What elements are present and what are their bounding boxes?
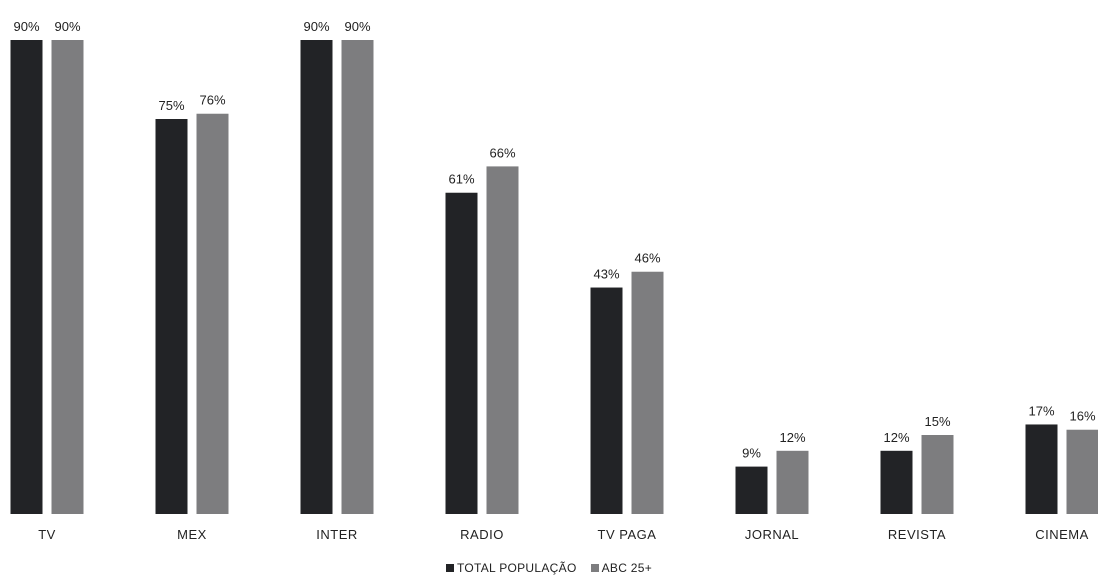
value-label-mex-abc-25: 76%: [199, 93, 225, 108]
bar-radio-abc-25: [486, 166, 519, 514]
value-label-cinema-total-populacao: 17%: [1028, 403, 1054, 418]
value-label-tv-paga-abc-25: 46%: [634, 251, 660, 266]
value-labels-group: 90% 90% 75% 76% 90% 90% 61% 66% 43% 46% 9% 12% 12% 15…: [13, 19, 1095, 461]
legend-swatch-abc-25: [590, 563, 599, 572]
category-label-inter: INTER: [316, 527, 358, 542]
value-label-mex-total-populacao: 75%: [158, 98, 184, 113]
value-label-tv-abc-25: 90%: [54, 19, 80, 34]
bar-revista-total-populacao: [880, 450, 913, 514]
value-label-revista-abc-25: 15%: [924, 414, 950, 429]
value-label-jornal-abc-25: 12%: [779, 430, 805, 445]
bar-revista-abc-25: [921, 435, 954, 514]
bar-cinema-total-populacao: [1025, 424, 1058, 514]
legend-item-total-populacao: TOTAL POPULAÇÃO: [445, 560, 577, 575]
bar-tv-abc-25: [51, 40, 84, 514]
bar-jornal-total-populacao: [735, 466, 768, 514]
category-label-tv: TV: [38, 527, 56, 542]
value-label-radio-abc-25: 66%: [489, 145, 515, 160]
value-label-revista-total-populacao: 12%: [883, 430, 909, 445]
category-labels-group: TV MEX INTER RADIO TV PAGA JORNAL REVISTA CINEM…: [38, 527, 1089, 542]
value-label-tv-total-populacao: 90%: [13, 19, 39, 34]
value-label-tv-paga-total-populacao: 43%: [593, 267, 619, 282]
category-label-tv-paga: TV PAGA: [598, 527, 657, 542]
legend-swatch-total-populacao: [445, 563, 454, 572]
bar-tv-paga-abc-25: [631, 271, 664, 514]
value-label-inter-total-populacao: 90%: [303, 19, 329, 34]
category-label-revista: REVISTA: [888, 527, 946, 542]
category-label-jornal: JORNAL: [745, 527, 799, 542]
category-label-radio: RADIO: [460, 527, 504, 542]
legend-label-total-populacao: TOTAL POPULAÇÃO: [456, 560, 577, 575]
value-label-radio-total-populacao: 61%: [448, 172, 474, 187]
bars-group: [10, 40, 1098, 514]
value-label-inter-abc-25: 90%: [344, 19, 370, 34]
legend-label-abc-25: ABC 25+: [601, 560, 653, 575]
legend: TOTAL POPULAÇÃO ABC 25+: [0, 560, 1098, 575]
bar-tv-total-populacao: [10, 40, 43, 514]
bar-inter-total-populacao: [300, 40, 333, 514]
bar-radio-total-populacao: [445, 192, 478, 514]
bar-mex-abc-25: [196, 113, 229, 514]
legend-item-abc-25: ABC 25+: [590, 560, 653, 575]
bar-cinema-abc-25: [1066, 429, 1098, 514]
bar-inter-abc-25: [341, 40, 374, 514]
category-label-mex: MEX: [177, 527, 207, 542]
bar-jornal-abc-25: [776, 450, 809, 514]
bar-tv-paga-total-populacao: [590, 287, 623, 514]
category-label-cinema: CINEMA: [1035, 527, 1089, 542]
value-label-cinema-abc-25: 16%: [1069, 409, 1095, 424]
value-label-jornal-total-populacao: 9%: [742, 446, 761, 461]
bar-mex-total-populacao: [155, 119, 188, 514]
